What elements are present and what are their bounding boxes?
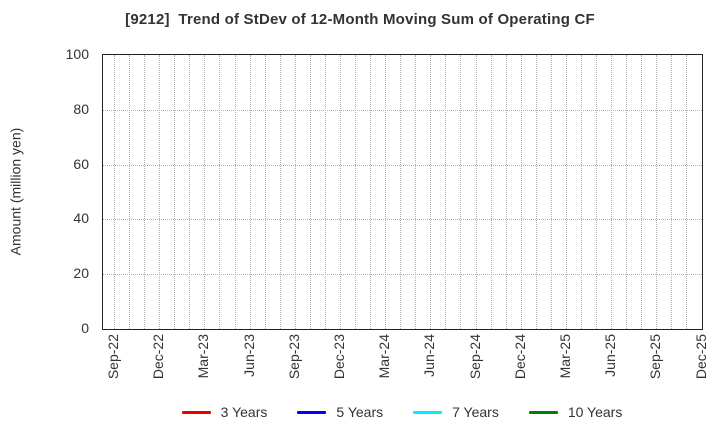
vertical-gridline [265, 55, 266, 329]
vertical-gridline [219, 55, 220, 329]
vertical-gridline [355, 55, 356, 329]
vertical-gridline [506, 55, 507, 329]
vertical-gridline [340, 55, 341, 329]
vertical-gridline [325, 55, 326, 329]
vertical-gridline [581, 55, 582, 329]
y-axis-title: Amount (million yen) [7, 127, 24, 256]
vertical-gridline [204, 55, 205, 329]
y-tick-label: 40 [73, 210, 89, 226]
vertical-gridline [235, 55, 236, 329]
vertical-gridline [189, 55, 190, 329]
x-tick-label: Jun-24 [421, 334, 437, 377]
horizontal-gridline [103, 274, 702, 275]
vertical-gridline [641, 55, 642, 329]
vertical-gridline [430, 55, 431, 329]
vertical-gridline [460, 55, 461, 329]
vertical-gridline [310, 55, 311, 329]
y-tick-label: 80 [73, 101, 89, 117]
legend-item-7-years: 7 Years [413, 404, 499, 420]
vertical-gridline [114, 55, 115, 329]
vertical-gridline [174, 55, 175, 329]
plot-area [102, 54, 703, 330]
vertical-gridline [385, 55, 386, 329]
vertical-gridline [159, 55, 160, 329]
vertical-gridline [491, 55, 492, 329]
vertical-gridline [671, 55, 672, 329]
vertical-gridline [295, 55, 296, 329]
legend-line-swatch [297, 410, 327, 414]
x-tick-label: Sep-24 [467, 334, 483, 380]
chart-title: [9212] Trend of StDev of 12-Month Moving… [125, 11, 595, 28]
vertical-gridline [250, 55, 251, 329]
y-tick-label: 60 [73, 156, 89, 172]
x-tick-label: Mar-23 [195, 334, 211, 379]
vertical-gridline [280, 55, 281, 329]
legend-label: 5 Years [336, 404, 384, 420]
vertical-gridline [415, 55, 416, 329]
vertical-gridline [144, 55, 145, 329]
horizontal-gridline [103, 110, 702, 111]
legend-label: 3 Years [220, 404, 268, 420]
legend: 3 Years 5 Years 7 Years 10 Years [102, 402, 702, 422]
legend-line-swatch [181, 410, 211, 414]
vertical-gridline [686, 55, 687, 329]
vertical-gridline [370, 55, 371, 329]
legend-item-5-years: 5 Years [297, 404, 383, 420]
x-tick-label: Jun-23 [241, 334, 257, 377]
vertical-gridline [656, 55, 657, 329]
vertical-gridline [551, 55, 552, 329]
legend-item-10-years: 10 Years [528, 404, 623, 420]
x-tick-label: Jun-25 [602, 334, 618, 377]
x-tick-label: Dec-22 [150, 334, 166, 380]
vertical-gridline [129, 55, 130, 329]
vertical-gridline [626, 55, 627, 329]
vertical-gridline [536, 55, 537, 329]
x-tick-label: Dec-24 [512, 334, 528, 380]
legend-label: 7 Years [452, 404, 499, 420]
x-tick-label: Sep-25 [647, 334, 663, 380]
x-tick-label: Dec-23 [331, 334, 347, 380]
vertical-gridline [445, 55, 446, 329]
y-tick-label: 0 [81, 320, 89, 336]
x-tick-label: Sep-23 [286, 334, 302, 380]
vertical-gridline [566, 55, 567, 329]
x-tick-label: Dec-25 [693, 334, 709, 380]
vertical-gridline [400, 55, 401, 329]
legend-item-3-years: 3 Years [181, 404, 268, 420]
x-tick-label: Mar-24 [376, 334, 392, 379]
vertical-gridline [521, 55, 522, 329]
vertical-gridline [596, 55, 597, 329]
vertical-gridline [611, 55, 612, 329]
x-tick-label: Mar-25 [557, 334, 573, 379]
legend-line-swatch [528, 410, 558, 414]
x-tick-label: Sep-22 [105, 334, 121, 380]
horizontal-gridline [103, 219, 702, 220]
y-tick-label: 20 [73, 265, 89, 281]
legend-label: 10 Years [567, 404, 623, 420]
vertical-gridline [476, 55, 477, 329]
legend-line-swatch [413, 410, 443, 414]
y-tick-label: 100 [65, 46, 89, 62]
horizontal-gridline [103, 165, 702, 166]
